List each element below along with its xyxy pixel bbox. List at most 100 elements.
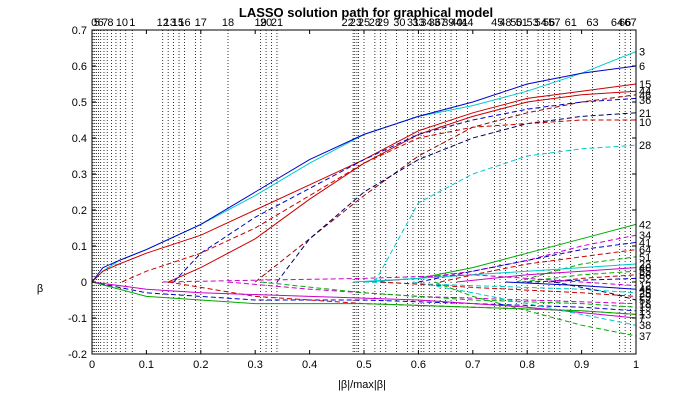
top-label-38: 57 [548,17,560,29]
series-line-40 [456,267,637,283]
series-line-6 [91,65,637,283]
right-label-21: 25 [639,288,651,300]
top-label-9: 15 [172,17,184,29]
series-line-10 [121,119,636,283]
top-label-28: 40 [450,17,462,29]
series-line-21 [276,112,637,283]
top-label-6: 1 [129,17,135,29]
top-label-29: 41 [456,17,468,29]
right-label-4: 46 [639,90,651,102]
x-tick-label-3: 0.3 [248,359,263,371]
top-label-16: 22 [342,17,354,29]
right-label-8: 28 [639,140,651,152]
y-tick-label-1: -0.1 [68,313,87,325]
right-label-13: 51 [639,252,651,264]
top-label-32: 48 [499,17,511,29]
top-label-20: 29 [377,17,389,29]
top-label-30: 44 [461,17,473,29]
top-label-40: 63 [586,17,598,29]
top-label-36: 54 [535,17,547,29]
series-line-51 [516,256,637,283]
y-tick-label-8: 0.6 [72,61,87,73]
y-tick-label-9: 0.7 [72,25,87,37]
series-line-15 [91,83,637,283]
right-labels: 3615444636211028423441645123405556521248… [639,47,651,343]
right-label-11: 41 [639,237,651,249]
right-label-0: 3 [639,47,645,59]
right-label-10: 34 [639,230,651,242]
right-label-27: 13 [639,309,651,321]
right-label-18: 52 [639,273,651,285]
top-label-19: 28 [369,17,381,29]
right-label-9: 42 [639,219,651,231]
top-label-25: 36 [429,17,441,29]
top-label-43: 67 [624,17,636,29]
right-label-7: 10 [639,117,651,129]
y-tick-label-4: 0.2 [72,205,87,217]
top-label-18: 25 [358,17,370,29]
right-label-16: 55 [639,266,651,278]
right-label-12: 64 [639,245,651,257]
right-label-1: 6 [639,61,645,73]
right-label-6: 21 [639,108,651,120]
series-line-48 [505,281,637,290]
chart-title: LASSO solution path for graphical model [239,5,493,20]
top-label-1: 5 [94,17,100,29]
series-line-52 [527,277,637,283]
series-line-28 [374,144,637,283]
y-tick-label-7: 0.5 [72,97,87,109]
top-label-24: 34 [420,17,432,29]
top-label-31: 45 [491,17,503,29]
top-label-26: 37 [434,17,446,29]
y-tick-label-5: 0.3 [72,169,87,181]
top-label-4: 8 [107,17,113,29]
top-label-13: 19 [255,17,267,29]
top-label-27: 39 [442,17,454,29]
right-label-22: 29 [639,291,651,303]
top-label-0: 0 [91,17,97,29]
top-label-7: 12 [157,17,169,29]
right-label-20: 48 [639,284,651,296]
right-label-24: 18 [639,299,651,311]
series-line-64 [440,249,637,283]
top-label-15: 21 [271,17,283,29]
series-line-57 [554,281,637,301]
top-label-42: 66 [619,17,631,29]
series-line-29 [380,281,637,297]
right-label-19: 12 [639,281,651,293]
series-line-12 [162,274,637,287]
top-label-37: 56 [543,17,555,29]
series-line-35 [91,281,637,315]
series-line-36 [173,97,637,283]
series-layer [91,51,637,337]
top-label-21: 30 [393,17,405,29]
y-tick-label-6: 0.4 [72,133,87,145]
y-tick-label-3: 0.1 [72,241,87,253]
y-tick-label-0: -0.2 [68,349,87,361]
top-label-3: 7 [102,17,108,29]
top-label-10: 16 [178,17,190,29]
top-label-22: 31 [407,17,419,29]
right-label-15: 40 [639,263,651,275]
x-tick-label-2: 0.2 [193,359,208,371]
x-tick-label-1: 0.1 [139,359,154,371]
right-label-28: 7 [639,313,645,325]
right-label-2: 15 [639,79,651,91]
right-label-14: 23 [639,259,651,271]
top-label-39: 61 [565,17,577,29]
series-line-37 [434,281,637,337]
right-label-23: 57 [639,295,651,307]
x-tick-label-5: 0.5 [356,359,371,371]
right-label-29: 38 [639,320,651,332]
top-label-2: 6 [98,17,104,29]
series-line-25 [363,281,637,294]
x-tick-label-4: 0.4 [302,359,317,371]
top-label-11: 17 [195,17,207,29]
right-label-5: 36 [639,95,651,107]
series-line-19 [260,281,637,308]
top-label-35: 53 [527,17,539,29]
right-label-17: 56 [639,270,651,282]
top-label-23: 33 [412,17,424,29]
x-tick-label-9: 0.9 [574,359,589,371]
x-axis-label: |β|/max|β| [338,379,386,391]
